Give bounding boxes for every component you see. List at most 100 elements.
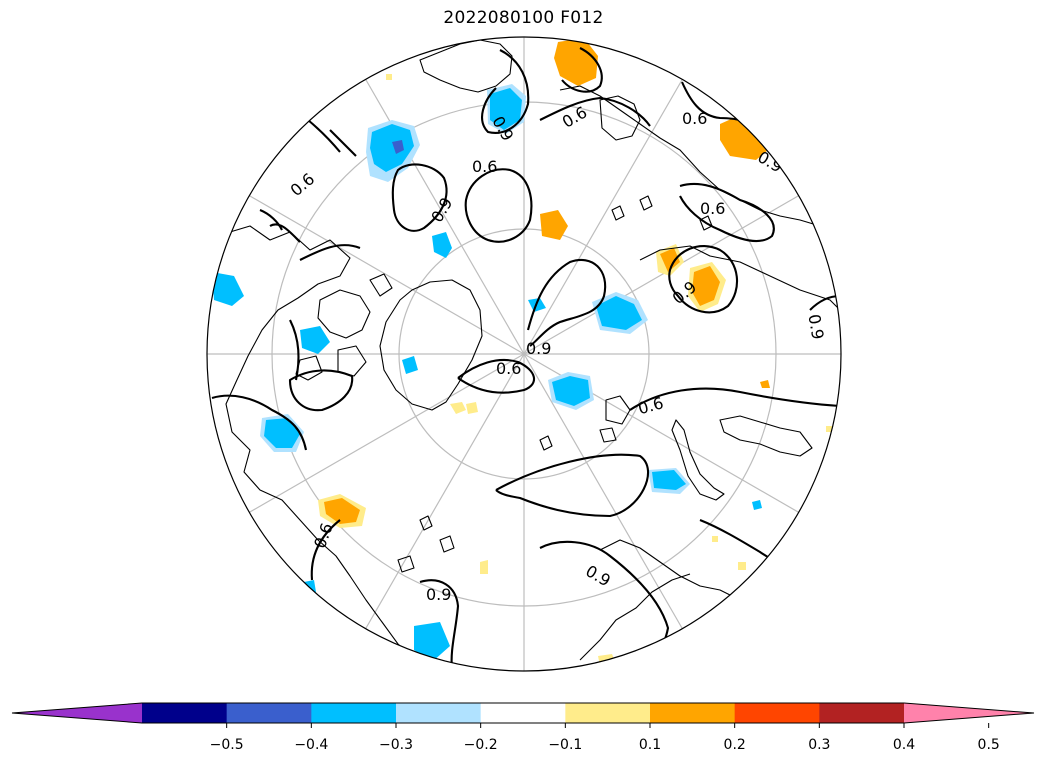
coastline-alaska bbox=[419, 39, 513, 93]
orange-anomaly-patch bbox=[466, 402, 478, 414]
colorbar-extend-high bbox=[904, 703, 1034, 723]
contour-line bbox=[211, 394, 308, 451]
contour-line bbox=[539, 540, 670, 670]
colorbar-bin bbox=[480, 703, 566, 723]
map-title: 2022080100 F012 bbox=[443, 8, 604, 28]
contour-line bbox=[668, 245, 739, 314]
blue-anomaly-patch bbox=[402, 356, 418, 374]
blue-anomaly-patch bbox=[490, 88, 522, 130]
blue-anomaly-patch bbox=[552, 376, 590, 406]
colorbar-tick-label: −0.5 bbox=[210, 737, 244, 753]
colorbar-tick-label: −0.3 bbox=[379, 737, 413, 753]
contour-label: 0.6 bbox=[496, 359, 521, 378]
coastline-scandinavia bbox=[599, 539, 773, 627]
contour-line bbox=[310, 519, 341, 581]
orange-anomaly-patch bbox=[712, 536, 718, 542]
blue-anomaly-patch bbox=[264, 418, 300, 448]
colorbar-bin bbox=[650, 703, 736, 723]
colorbar-tick-label: 0.2 bbox=[724, 737, 746, 753]
contour-label: 0.6 bbox=[310, 520, 337, 550]
colorbar-tick-label: −0.1 bbox=[548, 737, 582, 753]
colorbar-outline bbox=[11, 702, 1035, 724]
colorbar-tick-label: 0.4 bbox=[893, 737, 915, 753]
meridian-30 bbox=[523, 72, 687, 355]
orange-anomaly-patch bbox=[324, 498, 360, 524]
coastline-north-america bbox=[207, 225, 441, 667]
contour-label: 0.6 bbox=[682, 109, 707, 128]
colorbar-bin bbox=[734, 703, 820, 723]
contour-label: 0.9 bbox=[426, 585, 451, 604]
orange-anomaly-patch bbox=[660, 248, 680, 272]
contour-line bbox=[288, 369, 354, 412]
contour-line bbox=[307, 119, 341, 153]
contour-line bbox=[457, 358, 535, 394]
orange-anomaly-patch bbox=[554, 38, 598, 86]
colorbar-tick-label: −0.4 bbox=[294, 737, 328, 753]
coastline-siberia bbox=[559, 85, 839, 241]
meridian-300 bbox=[242, 191, 525, 355]
blue-anomaly-patch bbox=[652, 470, 686, 490]
contour-label: 0.9 bbox=[526, 339, 551, 358]
contour-line bbox=[561, 47, 603, 93]
meridian-330 bbox=[361, 72, 525, 355]
coastline-europe-north bbox=[579, 573, 691, 661]
contour-line bbox=[259, 209, 283, 231]
blue-anomaly-patch bbox=[300, 326, 330, 354]
contour-labels: 0.6 0.6 0.9 0.6 0.9 0.6 0.9 0.6 0.9 0.6 … bbox=[287, 102, 828, 604]
contour-line bbox=[526, 259, 607, 347]
orange-anomaly-patch bbox=[826, 426, 832, 432]
meridian-240 bbox=[242, 353, 525, 517]
map-disc: 0.6 0.6 0.9 0.6 0.9 0.6 0.9 0.6 0.9 0.6 … bbox=[207, 37, 841, 671]
blue-anomaly-patch bbox=[414, 622, 450, 662]
coastline-svalbard bbox=[599, 395, 631, 443]
contour-line bbox=[464, 168, 533, 243]
orange-anomaly-patch bbox=[738, 562, 746, 570]
contour-label: 0.9 bbox=[804, 313, 827, 341]
orange-anomaly-patch bbox=[760, 380, 770, 388]
orange-anomaly-patch bbox=[540, 210, 568, 240]
blue-anomaly-patch bbox=[752, 500, 762, 510]
colorbar-tick-label: 0.1 bbox=[639, 737, 661, 753]
contour-line bbox=[629, 387, 841, 411]
orange-anomaly-patch bbox=[450, 402, 466, 414]
coastline-central-asia bbox=[639, 245, 841, 311]
blue-anomaly-patch bbox=[212, 272, 244, 306]
contour-label: 0.9 bbox=[582, 561, 614, 590]
contour-label: 0.6 bbox=[559, 102, 591, 131]
blue-anomaly-patch bbox=[596, 296, 642, 330]
colorbar-bin bbox=[396, 703, 482, 723]
contour-label: 0.6 bbox=[700, 199, 725, 218]
coastline-chukotka bbox=[599, 95, 641, 141]
map-boundary bbox=[206, 36, 842, 672]
negative-anomaly-shading bbox=[212, 84, 762, 662]
contour-line bbox=[299, 244, 361, 261]
coastline-canadian-archipelago bbox=[295, 273, 393, 381]
graticule bbox=[207, 37, 841, 671]
contour-label: 0.6 bbox=[287, 169, 319, 200]
meridian-210 bbox=[361, 353, 525, 636]
coastline-greenland bbox=[379, 279, 483, 411]
blue-anomaly-patch bbox=[370, 124, 414, 172]
orange-anomaly-patch bbox=[692, 266, 720, 306]
orange-anomaly-patch bbox=[386, 74, 392, 80]
colorbar-tick-label: −0.2 bbox=[464, 737, 498, 753]
contour-line bbox=[289, 319, 300, 381]
contour-line bbox=[269, 223, 301, 243]
contour-line bbox=[419, 579, 460, 669]
colorbar-tick-label: 0.3 bbox=[808, 737, 830, 753]
contour-line bbox=[699, 519, 821, 570]
colorbar-bin bbox=[819, 703, 905, 723]
colorbar-bin bbox=[311, 703, 397, 723]
blue-anomaly-patch bbox=[392, 140, 404, 154]
contour-line bbox=[539, 96, 651, 127]
orange-anomaly-patch bbox=[480, 560, 488, 574]
positive-anomaly-shading bbox=[318, 38, 832, 666]
blue-anomaly-patch bbox=[432, 232, 452, 258]
coastline-kola bbox=[719, 415, 813, 457]
colorbar-tick-label: 0.5 bbox=[978, 737, 1000, 753]
contour-line bbox=[391, 163, 448, 232]
contour-line bbox=[329, 129, 357, 157]
colorbar-bin bbox=[142, 703, 228, 723]
coastline-novaya-zemlya bbox=[671, 419, 725, 501]
